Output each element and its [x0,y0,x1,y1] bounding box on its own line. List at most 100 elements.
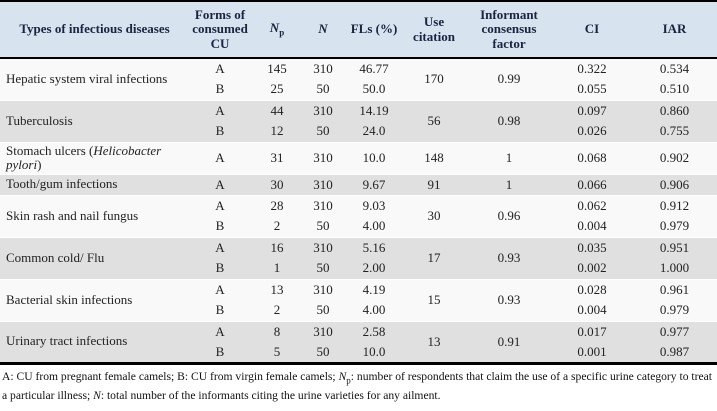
cell-iar: 0.534 [659,61,690,76]
table-row: Common cold/ Flu A 16 310 5.16 17 0.93 0.035 0.9… [0,236,717,280]
col-header-ci: CI [584,21,600,37]
cell-form: A [186,99,254,121]
cell-fls: 4.00 [362,302,386,318]
cell-use-citation: 30 [402,194,466,238]
cell-fls: 46.77 [359,61,389,76]
table-row: Tooth/gum infections A 30 310 9.67 91 1 0.066 0.… [0,173,717,196]
cell-iar: 0.906 [632,173,717,196]
cell-ci: 0.322 [577,61,607,76]
col-header-forms-cu: Forms of consumed CU [192,6,248,51]
cell-n: 50 [316,302,330,318]
cell-use-citation: 56 [402,99,466,142]
cell-iar: 0.951 [632,236,717,259]
cell-disease: Stomach ulcers (Helicobacter pylori) [0,141,186,175]
cell-form: A [186,278,254,301]
cell-form: A [186,236,254,259]
footnote-part2: : number of respondents that claim the u… [2,369,713,402]
cell-iar: 0.961 [632,278,717,301]
cell-np: 16 [254,236,300,259]
cell-iar: 0.977 [632,320,717,343]
cell-fls: 5.16 [346,236,402,259]
cell-disease: Urinary tract infections [0,320,186,364]
cell-iar: 0.755 [659,123,690,139]
cell-np: 1 [273,260,281,276]
table-row: Hepatic system viral infections A 145 310 46… [0,58,717,86]
np-symbol: N [269,20,280,36]
cell-ci: 0.066 [552,173,632,196]
cell-form: B [215,260,225,276]
cell-ci: 0.002 [577,260,607,276]
cell-use-citation: 13 [402,320,466,364]
cell-n: 310 [300,141,346,175]
cell-ci: 0.097 [552,99,632,121]
table-row: Tuberculosis A 44 310 14.19 56 0.98 0.097 0.860 [0,99,717,142]
cell-disease: Hepatic system viral infections [6,70,168,86]
table-footnote: A: CU from pregnant female camels; B: CU… [0,365,717,403]
cell-icf: 0.99 [497,71,521,87]
cell-iar: 0.979 [659,218,690,234]
cell-n: 50 [316,218,330,234]
cell-n: 310 [300,194,346,217]
cell-iar: 0.912 [632,194,717,217]
cell-fls: 10.0 [362,343,386,359]
cell-disease: Common cold/ Flu [0,236,186,280]
cell-fls: 2.00 [362,260,386,276]
cell-n: 50 [316,343,330,359]
cell-form: B [215,81,225,97]
cell-n: 50 [316,123,330,139]
col-header-icf: Informant consensus factor [480,6,538,51]
cell-icf: 0.98 [466,99,552,142]
cell-form: B [215,302,225,318]
col-header-np: Np [254,1,300,58]
cell-np: 2 [273,218,281,234]
cell-fls: 10.0 [346,141,402,175]
cell-fls: 14.19 [346,99,402,121]
infectious-diseases-table: Types of infectious diseases Forms of co… [0,0,717,365]
footnote-np-symbol: N [338,369,347,383]
col-header-disease: Types of infectious diseases [19,21,170,37]
cell-icf: 0.93 [466,236,552,280]
cell-form: A [186,141,254,175]
cell-ci: 0.055 [577,81,607,97]
cell-iar: 1.000 [659,260,690,276]
cell-icf: 1 [466,173,552,196]
cell-np: 2 [273,302,281,318]
cell-np: 30 [254,173,300,196]
cell-iar: 0.987 [659,343,690,359]
table-row: Skin rash and nail fungus A 28 310 9.03 30 0.9… [0,194,717,238]
cell-iar: 0.902 [632,141,717,175]
cell-ci: 0.026 [577,123,607,139]
cell-form: B [215,218,225,234]
cell-np: 5 [273,343,281,359]
disease-italic-name: Helicobacter pylori [6,142,162,173]
cell-iar: 0.860 [632,99,717,121]
cell-np: 8 [254,320,300,343]
cell-ci: 0.004 [577,302,607,318]
table-header: Types of infectious diseases Forms of co… [0,1,717,58]
cell-ci: 0.017 [552,320,632,343]
cell-iar: 0.510 [659,81,690,97]
cell-disease: Bacterial skin infections [0,278,186,322]
cell-form: A [186,320,254,343]
footnote-part1: A: CU from pregnant female camels; B: CU… [2,369,339,383]
cell-n: 310 [300,278,346,301]
n-symbol: N [318,21,328,37]
cell-n: 310 [300,320,346,343]
cell-use-citation: 148 [402,141,466,175]
cell-form: A [186,173,254,196]
cell-icf: 0.96 [466,194,552,238]
cell-use-citation: 91 [402,173,466,196]
cell-np: 31 [254,141,300,175]
cell-fls: 2.58 [346,320,402,343]
cell-n: 50 [316,81,330,97]
cell-np: 28 [254,194,300,217]
cell-ci: 0.068 [552,141,632,175]
cell-np: 12 [270,123,284,139]
cell-form: B [215,343,225,359]
cell-fls: 50.0 [362,81,386,97]
footnote-n-symbol: N [93,388,101,402]
cell-use-citation: 15 [402,278,466,322]
col-header-n: N [300,1,346,58]
col-header-fls: FLs (%) [350,21,398,37]
cell-disease: Tuberculosis [0,99,186,142]
